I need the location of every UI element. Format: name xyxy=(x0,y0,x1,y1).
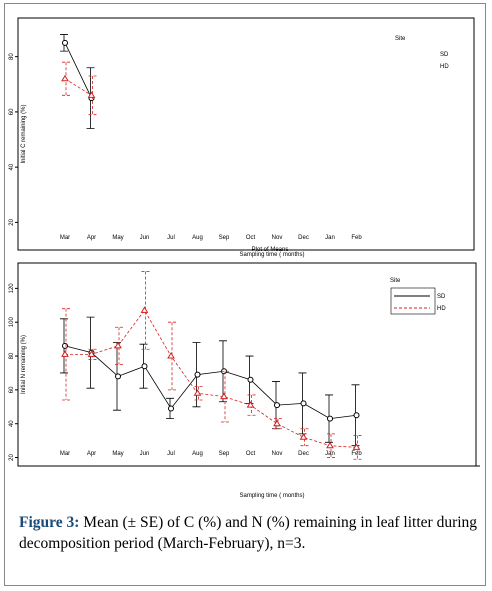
legend-label: SD xyxy=(437,294,446,300)
legend-label: HD xyxy=(437,306,446,312)
annotation: Plot of Means xyxy=(252,247,289,253)
x-tick-label: Sep xyxy=(219,451,230,457)
series-line xyxy=(64,78,92,96)
y-tick-label: 80 xyxy=(9,53,15,60)
marker xyxy=(194,371,201,378)
x-axis-label: Sampling time ( months) xyxy=(239,493,304,499)
y-tick-label: 60 xyxy=(9,108,15,115)
x-tick-label: May xyxy=(112,235,123,241)
x-tick-label: Oct xyxy=(246,235,256,241)
marker xyxy=(326,441,334,449)
series-line xyxy=(64,345,357,420)
x-tick-label: May xyxy=(112,451,123,457)
marker xyxy=(168,405,174,412)
y-tick-label: 20 xyxy=(9,218,15,225)
x-tick-label: Dec xyxy=(298,235,309,241)
y-tick-label: 80 xyxy=(9,352,15,359)
legend-label: HD xyxy=(440,64,449,70)
plot-frame xyxy=(17,17,475,251)
y-tick-label: 100 xyxy=(9,317,15,328)
caption-text: Mean (± SE) of C (%) and N (%) remaining… xyxy=(19,514,478,552)
marker xyxy=(353,412,360,419)
y-tick-label: 20 xyxy=(9,454,15,461)
legend-title: Site xyxy=(390,278,401,284)
x-tick-label: Jan xyxy=(325,235,335,241)
charts: 20 40 60 80 Mar Apr May Jun Jul Aug Sep Oct Nov Dec Ja… xyxy=(9,17,480,499)
series-line xyxy=(65,309,357,448)
x-axis-label: Sampling time ( months) xyxy=(239,252,304,258)
marker xyxy=(62,39,68,46)
marker xyxy=(246,401,255,408)
marker xyxy=(62,342,68,349)
marker xyxy=(114,341,122,349)
marker xyxy=(247,376,254,383)
marker xyxy=(352,443,361,450)
y-tick-label: 60 xyxy=(9,386,15,393)
x-tick-label: Nov xyxy=(272,451,283,457)
marker xyxy=(327,415,333,422)
y-axis-label: Initial N remaining (%) xyxy=(21,335,27,394)
marker xyxy=(274,402,280,409)
error-bar xyxy=(88,75,97,116)
legend-title: Site xyxy=(395,36,406,42)
marker xyxy=(87,91,96,98)
x-tick-label: Apr xyxy=(87,451,96,457)
x-tick-label: Jul xyxy=(167,451,175,457)
x-tick-label: Jun xyxy=(140,235,150,241)
y-tick-label: 40 xyxy=(9,420,15,427)
x-tick-label: Jan xyxy=(325,451,335,457)
plot-frame xyxy=(17,262,477,467)
marker xyxy=(140,306,149,313)
error-bar xyxy=(115,326,123,365)
y-axis-label: Initial C remaining (%) xyxy=(21,104,27,163)
marker xyxy=(61,350,69,357)
x-tick-label: Dec xyxy=(298,451,309,457)
marker xyxy=(87,350,96,357)
marker xyxy=(115,373,121,380)
series-line xyxy=(64,42,92,99)
y-tick-label: 40 xyxy=(9,163,15,170)
x-tick-label: Oct xyxy=(246,451,256,457)
legend-label: SD xyxy=(440,52,449,58)
x-tick-label: Jun xyxy=(140,451,150,457)
marker xyxy=(141,363,148,370)
caption: Figure 3: Mean (± SE) of C (%) and N (%)… xyxy=(19,512,485,554)
legend-box xyxy=(390,287,436,315)
x-tick-label: Mar xyxy=(60,451,70,457)
marker xyxy=(299,433,308,440)
marker xyxy=(193,389,202,396)
caption-label: Figure 3: xyxy=(19,514,80,531)
x-tick-label: Aug xyxy=(192,451,203,457)
x-tick-label: Jul xyxy=(167,235,175,241)
error-bar xyxy=(141,271,150,350)
x-tick-label: Feb xyxy=(351,451,362,457)
error-bar xyxy=(300,428,309,447)
marker xyxy=(300,400,307,407)
x-tick-label: Nov xyxy=(272,235,283,241)
error-bar xyxy=(168,321,176,391)
y-tick-label: 120 xyxy=(9,283,15,294)
x-tick-label: Sep xyxy=(219,235,230,241)
x-tick-label: Feb xyxy=(351,235,362,241)
x-tick-label: Mar xyxy=(60,235,70,241)
marker xyxy=(61,74,69,82)
marker xyxy=(167,352,175,359)
x-tick-label: Aug xyxy=(192,235,203,241)
marker xyxy=(220,392,228,400)
figure-frame xyxy=(4,3,486,586)
marker xyxy=(273,419,281,427)
x-tick-label: Apr xyxy=(87,235,96,241)
